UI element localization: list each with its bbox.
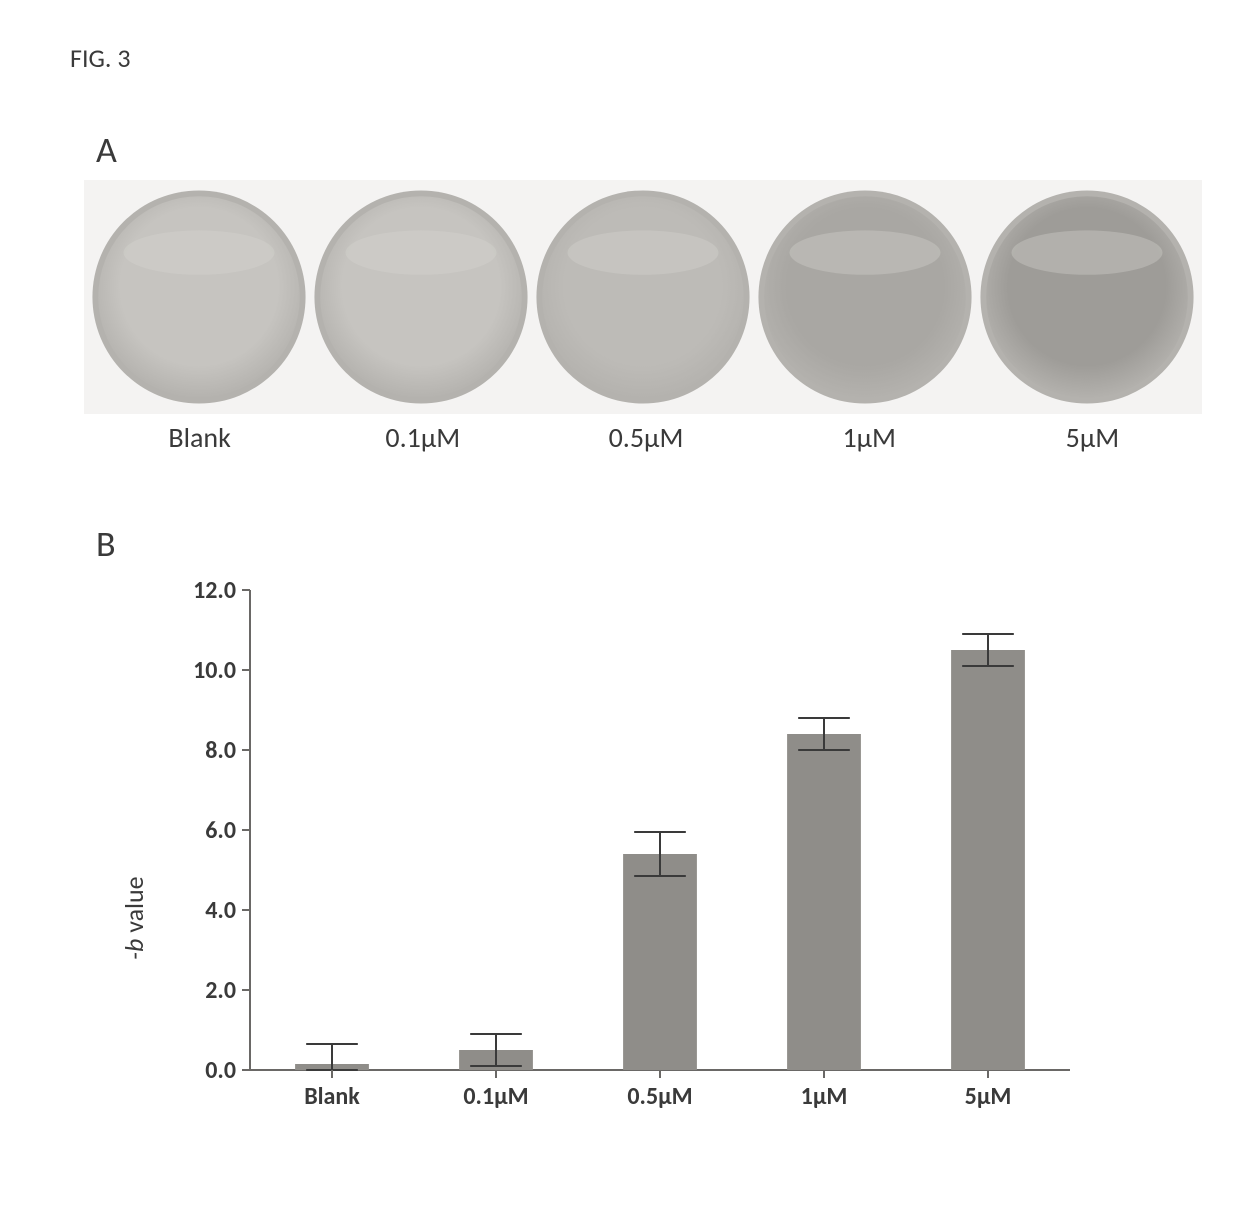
figure-label: FIG. 3: [70, 42, 131, 74]
y-tick-label: 12.0: [193, 576, 236, 605]
bar: [787, 734, 861, 1070]
x-tick-label: Blank: [304, 1082, 360, 1111]
bar: [623, 854, 697, 1070]
dish-label: Blank: [88, 420, 311, 455]
petri-dish: [532, 186, 754, 408]
dish-label: 1μM: [758, 420, 981, 455]
panel-a-label: A: [96, 128, 117, 172]
petri-dish-row: [84, 180, 1202, 414]
ylabel-rest: value: [118, 876, 150, 938]
y-tick-label: 4.0: [205, 896, 236, 925]
x-tick-label: 1μM: [801, 1082, 848, 1111]
panel-b-label: B: [96, 522, 116, 566]
dish-label: 5μM: [981, 420, 1204, 455]
petri-dish: [754, 186, 976, 408]
dish-label-row: Blank0.1μM0.5μM1μM5μM: [88, 420, 1204, 455]
petri-dish: [976, 186, 1198, 408]
petri-dish: [310, 186, 532, 408]
bar: [951, 650, 1025, 1070]
y-tick-label: 0.0: [205, 1056, 236, 1085]
x-tick-label: 5μM: [965, 1082, 1012, 1111]
y-tick-label: 6.0: [205, 816, 236, 845]
y-tick-label: 2.0: [205, 976, 236, 1005]
dish-label: 0.5μM: [534, 420, 757, 455]
ylabel-italic: -b: [118, 939, 150, 960]
y-tick-label: 10.0: [193, 656, 236, 685]
y-axis-label: -b value: [118, 876, 150, 960]
x-tick-label: 0.5μM: [627, 1082, 692, 1111]
petri-dish: [88, 186, 310, 408]
bar-chart: 0.0 2.0 4.0 6.0 8.0 10.0 12.0 Blank 0.1μM 0.5μM 1μ…: [130, 570, 1110, 1130]
x-tick-label: 0.1μM: [463, 1082, 528, 1111]
dish-label: 0.1μM: [311, 420, 534, 455]
y-tick-label: 8.0: [205, 736, 236, 765]
